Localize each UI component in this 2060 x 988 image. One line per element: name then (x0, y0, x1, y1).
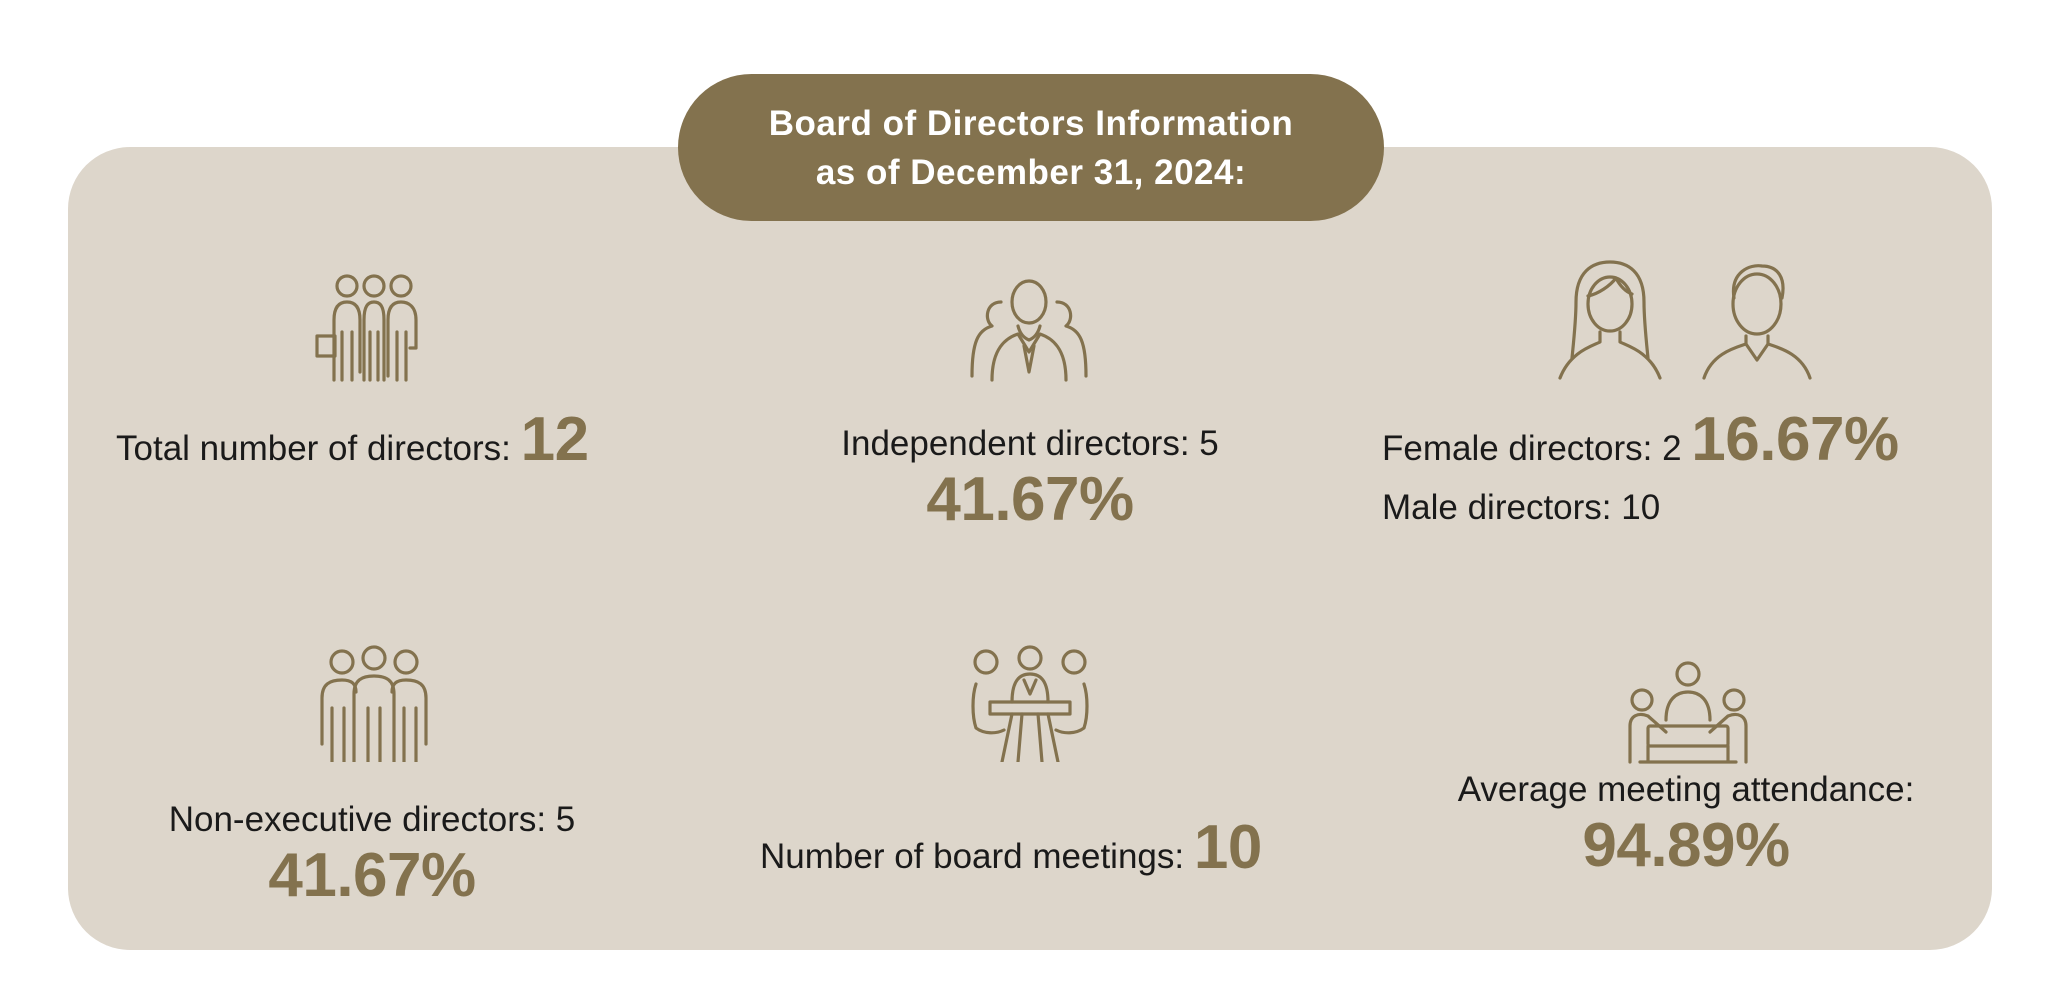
stat-non-executive-directors: Non-executive directors: 5 41.67% (122, 800, 622, 908)
non-executive-directors-label: Non-executive directors: 5 (168, 800, 576, 839)
meeting-attendance-icon (1626, 660, 1750, 764)
independent-directors-label: Independent directors: 5 (841, 424, 1219, 463)
average-attendance-percent: 94.89% (1582, 811, 1790, 880)
director-with-team-icon (966, 272, 1092, 382)
stat-total-directors: Total number of directors: 12 (116, 404, 589, 475)
female-directors-label: Female directors: 2 (1382, 429, 1682, 468)
male-directors-label: Male directors: 10 (1382, 488, 1661, 527)
average-attendance-label: Average meeting attendance: (1457, 770, 1915, 809)
stat-board-meetings: Number of board meetings: 10 (760, 812, 1262, 883)
board-meetings-label: Number of board meetings: (760, 837, 1185, 876)
board-meetings-value: 10 (1193, 813, 1262, 882)
stat-female-directors: Female directors: 2 16.67% (1382, 404, 1899, 475)
stat-male-directors: Male directors: 10 (1382, 488, 1660, 528)
header-title-line2: as of December 31, 2024: (815, 152, 1247, 192)
header-pill: Board of Directors Information as of Dec… (678, 74, 1384, 221)
stat-average-attendance: Average meeting attendance: 94.89% (1436, 770, 1936, 878)
female-and-male-icon (1554, 258, 1818, 382)
non-executive-directors-percent: 41.67% (268, 841, 476, 910)
female-directors-percent: 16.67% (1691, 405, 1899, 474)
group-of-people-icon (312, 272, 436, 382)
people-at-table-icon (968, 644, 1092, 762)
independent-directors-percent: 41.67% (926, 465, 1134, 534)
header-title-line1: Board of Directors Information (768, 103, 1294, 143)
total-directors-value: 12 (520, 405, 589, 474)
total-directors-label: Total number of directors: (116, 429, 511, 468)
stat-independent-directors: Independent directors: 5 41.67% (780, 424, 1280, 532)
standing-group-icon (312, 644, 436, 762)
